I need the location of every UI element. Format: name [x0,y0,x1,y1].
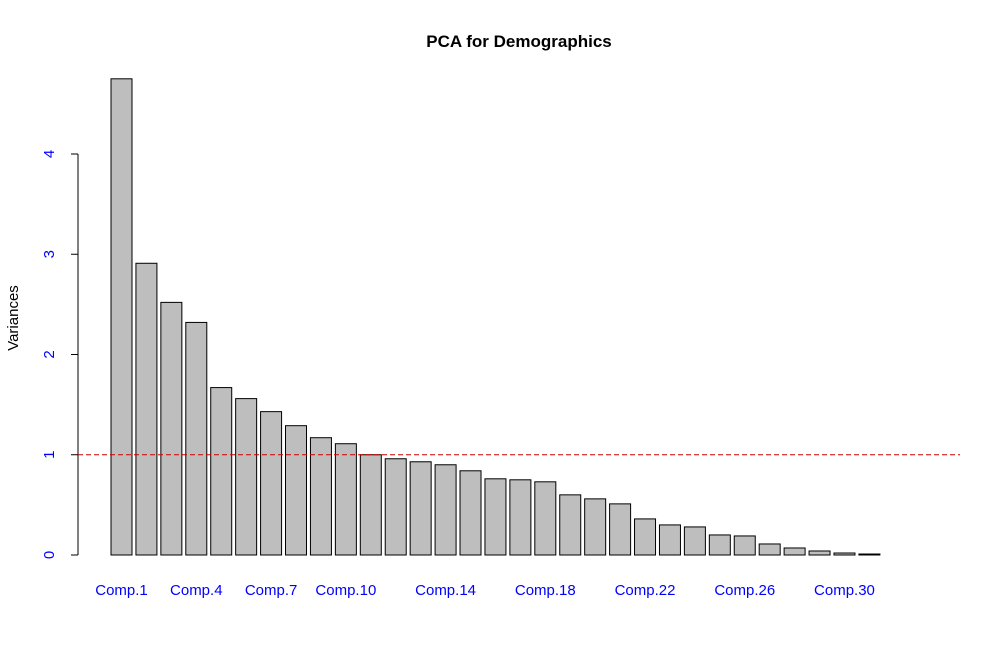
bar-comp-21 [609,503,632,556]
bar-comp-10 [334,443,357,556]
bar-comp-23 [658,524,681,556]
y-tick-label: 0 [41,551,58,559]
bar-comp-18 [534,481,557,556]
y-tick-label: 2 [41,350,58,358]
x-tick-label-comp-10: Comp.10 [315,582,376,599]
y-tick-label: 4 [41,150,58,158]
bar-comp-1 [110,78,133,556]
y-tick-label: 3 [41,250,58,258]
bar-comp-14 [434,464,457,556]
x-tick-label-comp-22: Comp.22 [615,582,676,599]
bar-comp-8 [285,425,308,556]
bar-comp-2 [135,262,158,556]
bar-comp-5 [210,387,233,556]
bar-comp-20 [584,498,607,556]
x-tick-label-comp-14: Comp.14 [415,582,476,599]
bar-comp-6 [235,398,258,556]
bar-comp-12 [384,458,407,556]
bars [110,78,881,556]
bar-comp-3 [160,301,183,556]
bar-comp-27 [758,543,781,556]
y-axis: 0 1 2 3 4 [41,150,79,559]
bar-comp-25 [708,534,731,556]
bar-comp-4 [185,321,208,556]
x-tick-labels: Comp.1 Comp.4 Comp.7 Comp.10 Comp.14 Comp.18 C… [95,582,875,599]
y-axis-label: Variances [5,285,22,351]
bar-comp-15 [459,470,482,556]
x-tick-label-comp-26: Comp.26 [714,582,775,599]
x-tick-label-comp-4: Comp.4 [170,582,223,599]
bar-comp-16 [484,478,507,556]
bar-comp-9 [309,437,332,556]
bar-comp-24 [683,526,706,556]
bar-comp-31 [858,553,881,556]
bar-comp-26 [733,535,756,556]
x-tick-label-comp-7: Comp.7 [245,582,298,599]
bar-comp-7 [260,411,283,556]
chart-title: PCA for Demographics [426,32,611,51]
bar-comp-28 [783,547,806,556]
bar-comp-19 [559,494,582,556]
bar-comp-30 [833,552,856,556]
bar-comp-29 [808,550,831,556]
x-tick-label-comp-18: Comp.18 [515,582,576,599]
y-tick-label: 1 [41,451,58,459]
bar-comp-17 [509,479,532,556]
bar-comp-13 [409,461,432,556]
bar-comp-22 [634,518,657,556]
bar-comp-11 [359,454,382,556]
x-tick-label-comp-1: Comp.1 [95,582,148,599]
x-tick-label-comp-30: Comp.30 [814,582,875,599]
